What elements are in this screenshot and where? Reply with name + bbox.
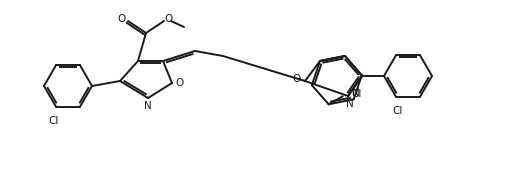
Text: O: O (165, 14, 173, 24)
Text: O: O (293, 74, 301, 84)
Text: O: O (176, 78, 184, 88)
Text: Cl: Cl (393, 106, 403, 116)
Text: Cl: Cl (352, 89, 362, 99)
Text: O: O (118, 14, 126, 24)
Text: Cl: Cl (49, 116, 59, 126)
Text: N: N (352, 88, 359, 98)
Text: N: N (144, 101, 152, 111)
Text: N: N (346, 99, 354, 109)
